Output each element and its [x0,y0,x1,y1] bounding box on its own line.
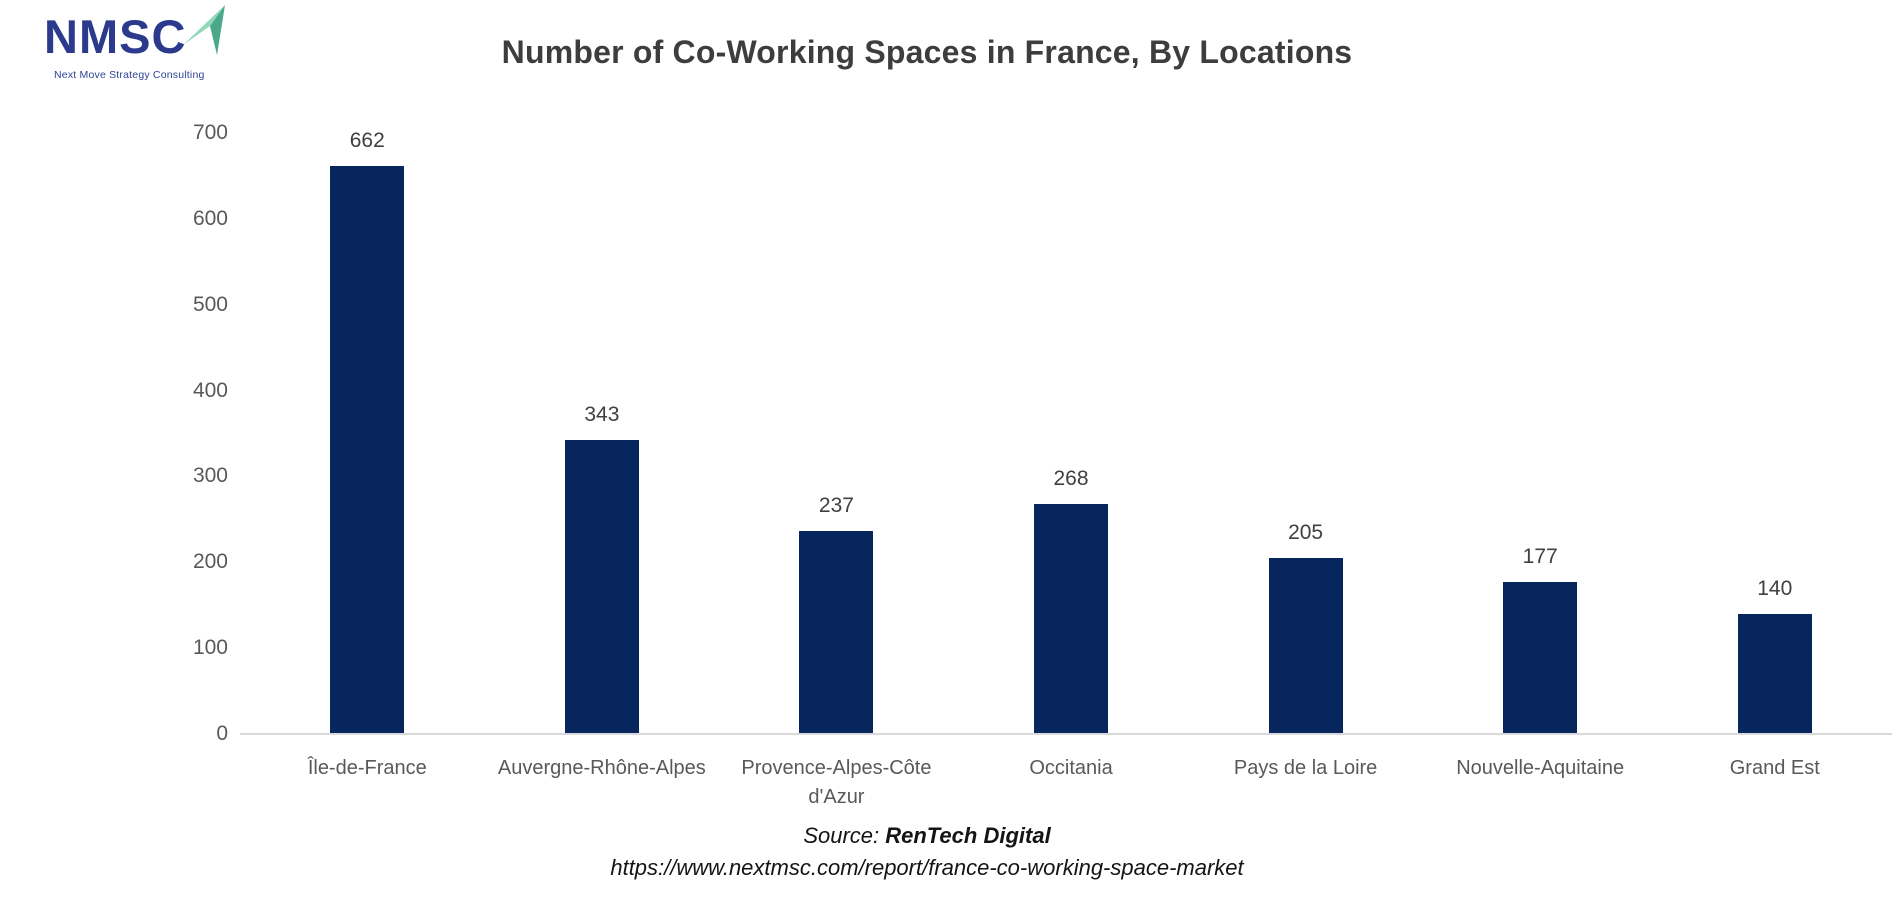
bar [1737,613,1812,734]
y-axis-tick-label: 0 [216,722,228,745]
x-axis-category-label: Pays de la Loire [1233,757,1378,779]
x-axis-category-label: Occitania [1029,757,1113,779]
bar [330,165,405,734]
logo-acronym: NMSC [44,10,187,63]
x-axis-category-label: Nouvelle-Aquitaine [1456,757,1625,779]
y-axis-tick-label: 400 [192,378,228,402]
source-url: https://www.nextmsc.com/report/france-co… [610,855,1244,880]
bar-slot: 237 [719,133,954,734]
bar-value-label: 662 [349,128,385,152]
x-axis-category-label: Grand Est [1729,757,1820,779]
y-axis-tick-label: 600 [192,206,228,230]
source-prefix: Source: [803,823,886,848]
source-name: RenTech Digital [885,823,1051,848]
bar-value-label: 177 [1522,545,1558,569]
bar-value-label: 140 [1757,576,1793,600]
y-axis-tick-label: 200 [192,550,228,574]
x-axis-category-label: Provence-Alpes-Côte d'Azur [741,757,932,808]
y-axis: 0 100 200 300 400 500 600 700 [0,121,228,745]
chart-title: Number of Co-Working Spaces in France, B… [501,34,1353,70]
bar [564,439,639,734]
bar-value-label: 205 [1288,521,1324,544]
bar-value-label: 343 [584,402,620,426]
bar-slot: 140 [1657,133,1892,734]
bar [1503,582,1578,734]
bar [1034,503,1109,734]
logo-row: NMSC [44,5,228,63]
paper-plane-icon [183,5,226,55]
bar-slot: 268 [954,133,1189,734]
source-line: Source: RenTech Digital [0,820,1854,852]
bar-slot: 177 [1423,133,1658,734]
bar [799,530,874,734]
x-axis-category-label: Île-de-France [307,757,427,779]
source-footer: Source: RenTech Digital https://www.next… [0,820,1854,884]
y-axis-tick-label: 100 [192,636,228,660]
y-axis-tick-label: 500 [192,292,228,316]
plot-area: 662 343 237 268 205 177 140 [250,129,1892,734]
bar-slot: 662 [250,129,485,734]
bar-slot: 343 [485,133,720,734]
bar-value-label: 237 [818,493,854,517]
y-axis-tick-label: 700 [192,121,228,144]
bar [1268,558,1343,734]
x-axis-line [240,733,1892,735]
logo-tagline: Next Move Strategy Consulting [54,69,205,81]
y-axis-tick-label: 300 [192,464,228,488]
title-wrap: Number of Co-Working Spaces in France, B… [0,34,1854,71]
x-axis-category-label: Auvergne-Rhône-Alpes [497,757,706,779]
bar-slot: 205 [1188,133,1423,734]
nmsc-logo: NMSC Next Move Strategy Consulting [44,5,228,81]
bar-value-label: 268 [1053,466,1089,490]
x-axis-labels: Île-de-France Auvergne-Rhône-Alpes Provenc… [250,754,1892,812]
